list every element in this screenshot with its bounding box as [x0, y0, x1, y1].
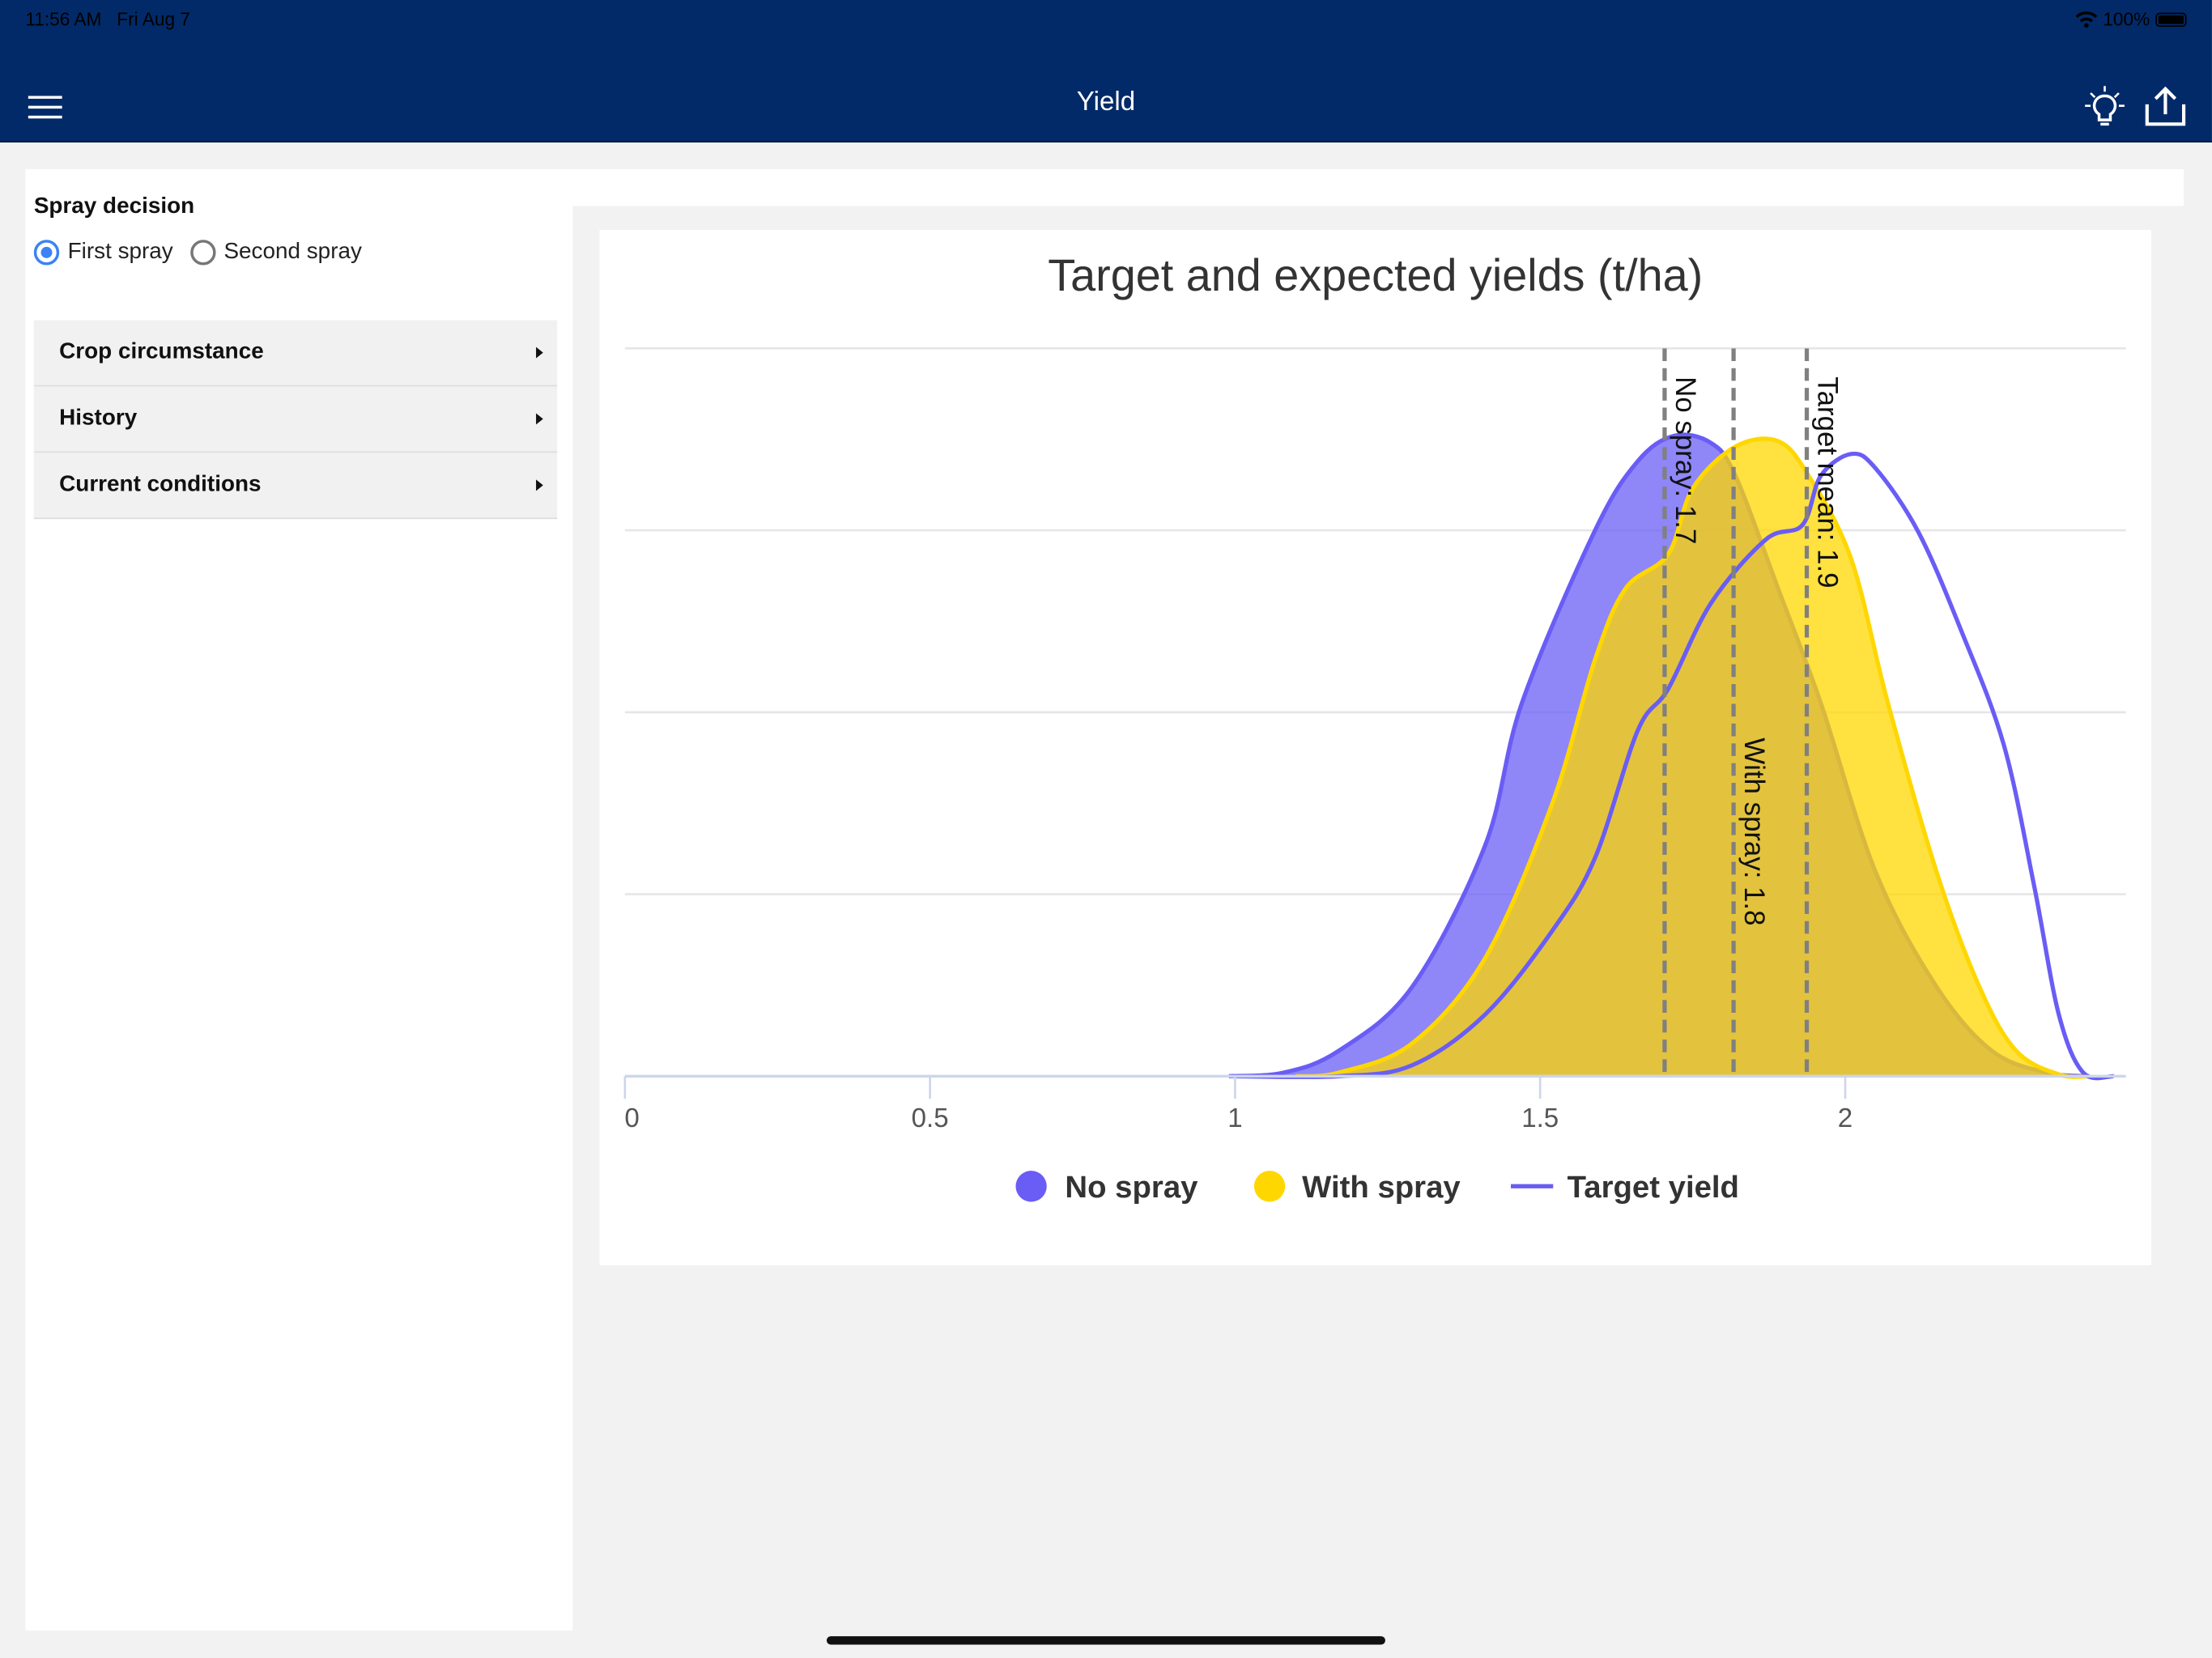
radio-first-spray[interactable] [33, 240, 60, 266]
x-tick-label: 0.5 [912, 1103, 949, 1133]
with-spray-area [1295, 438, 2090, 1078]
legend-marker-with-spray [1253, 1171, 1286, 1202]
lightbulb-icon[interactable] [2083, 85, 2125, 130]
page-title: Yield [1076, 87, 1136, 117]
radio-second-spray-label[interactable]: Second spray [223, 240, 362, 264]
caret-right-icon [536, 413, 543, 425]
spray-decision-radio-group: First spray Second spray [33, 240, 362, 266]
x-tick-label: 1 [1227, 1103, 1242, 1133]
section-crop-circumstance[interactable]: Crop circumstance [33, 320, 558, 387]
section-history[interactable]: History [33, 386, 558, 453]
radio-first-spray-label[interactable]: First spray [67, 240, 173, 264]
reference-line-label: With spray: 1.8 [1738, 738, 1770, 925]
section-label: History [59, 406, 138, 431]
status-indicators: 100% [2074, 8, 2187, 30]
section-label: Crop circumstance [59, 339, 264, 364]
nav-bar: 11:56 AM Fri Aug 7 100% Yield [0, 0, 2212, 142]
status-date: Fri Aug 7 [117, 8, 190, 30]
legend-marker-no-spray [1015, 1171, 1047, 1202]
chart-title: Target and expected yields (t/ha) [1048, 249, 1704, 301]
battery-icon [2155, 11, 2187, 27]
reference-line-label: No spray: 1.7 [1670, 376, 1701, 544]
reference-line-label: Target mean: 1.9 [1811, 376, 1843, 588]
section-label: Current conditions [59, 472, 262, 497]
target-yield-line [1235, 451, 2114, 1081]
yield-chart: Target and expected yields (t/ha) 0 0.5 1 1… [599, 229, 2152, 1265]
status-time: 11:56 AM Fri Aug 7 [25, 8, 190, 30]
section-current-conditions[interactable]: Current conditions [33, 453, 558, 520]
caret-right-icon [536, 479, 543, 491]
legend-label-with-spray: With spray [1302, 1170, 1461, 1205]
wifi-icon [2075, 11, 2097, 28]
inputs-panel: Spray decision First spray Second spray … [25, 169, 573, 1631]
battery-percent: 100% [2103, 8, 2150, 30]
with-spray-outline [1295, 436, 2090, 1079]
caret-right-icon [536, 346, 543, 359]
section-accordion: Crop circumstance History Current condit… [33, 320, 558, 520]
x-tick-label: 1.5 [1521, 1103, 1559, 1133]
chart-svg: 0 0.5 1 1.5 2 No spray: 1.7 With spray: 1.8 Tar… [623, 347, 2126, 1205]
home-indicator[interactable] [826, 1636, 1385, 1645]
share-icon[interactable] [2144, 85, 2186, 130]
x-tick-label: 0 [624, 1103, 639, 1133]
legend-label-no-spray: No spray [1065, 1170, 1198, 1205]
x-tick-label: 2 [1838, 1103, 1853, 1133]
legend-label-target-yield: Target yield [1568, 1170, 1739, 1205]
hamburger-icon[interactable] [28, 96, 62, 125]
spray-decision-label: Spray decision [33, 194, 195, 219]
radio-second-spray[interactable] [189, 240, 216, 266]
